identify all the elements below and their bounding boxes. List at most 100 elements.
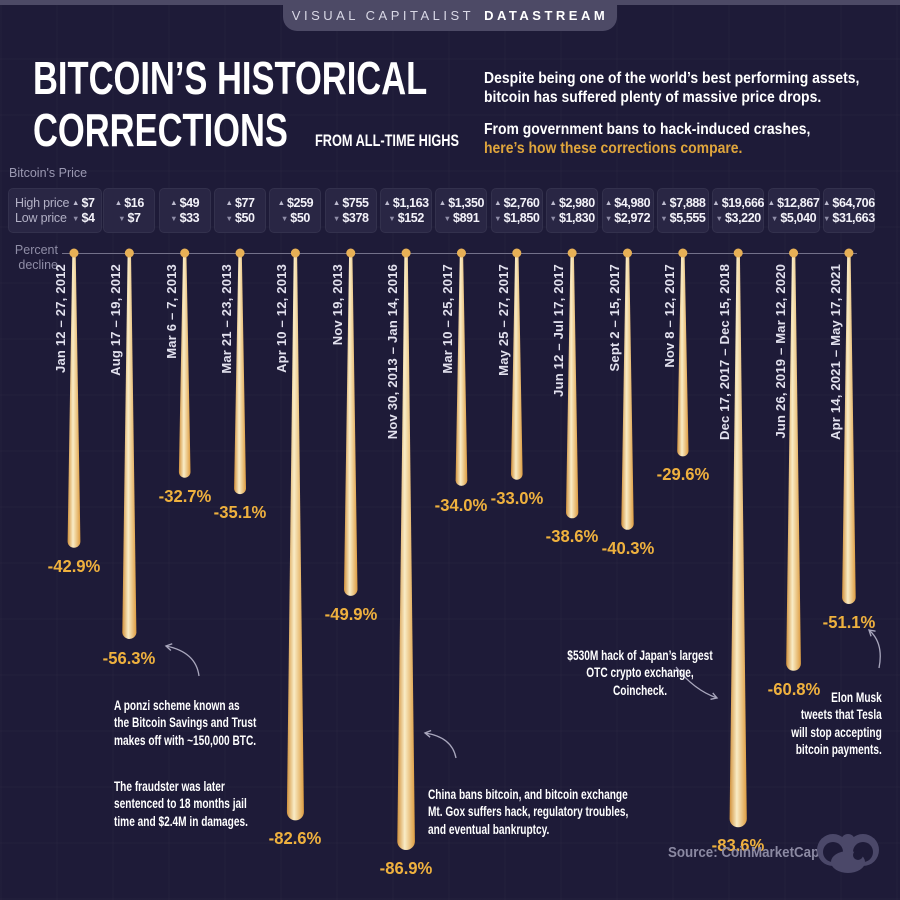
drip-bar xyxy=(842,253,856,605)
up-triangle-icon: ▲ xyxy=(332,198,341,207)
percent-label: -86.9% xyxy=(379,858,433,878)
date-label: Mar 10 – 25, 2017 xyxy=(440,264,456,374)
down-triangle-icon: ▼ xyxy=(170,213,178,223)
drip-dot xyxy=(623,248,632,258)
down-triangle-icon: ▼ xyxy=(822,213,831,223)
down-triangle-icon: ▼ xyxy=(443,213,452,223)
high-price-value: $259 xyxy=(287,195,314,210)
title-line1: BITCOIN’S HISTORICAL xyxy=(33,52,428,104)
drip-bar xyxy=(178,253,191,478)
percent-label: -33.0% xyxy=(490,487,544,508)
percent-label: -34.0% xyxy=(435,494,488,515)
high-price-value: $1,350 xyxy=(448,195,485,210)
price-box: High price ▲ $7 Low price ▼ $4 xyxy=(8,188,102,233)
percent-label: -60.8% xyxy=(767,678,820,699)
date-label: Sept 2 – 15, 2017 xyxy=(606,264,622,372)
price-box: ▲ $2,980 ▼ $1,830 xyxy=(546,188,599,233)
source-credit: Source: CoinMarketCap.com xyxy=(668,845,851,861)
drip-dot xyxy=(401,248,411,258)
annotation-ponzi: A ponzi scheme known as the Bitcoin Savi… xyxy=(114,679,256,848)
annotation-china-p1: China bans bitcoin, and bitcoin exchange… xyxy=(428,786,629,837)
drip-dot xyxy=(69,248,79,258)
price-box: ▲ $12,867 ▼ $5,040 xyxy=(767,188,820,233)
up-triangle-icon: ▲ xyxy=(277,198,285,207)
price-box: ▲ $7,888 ▼ $5,555 xyxy=(656,188,709,233)
price-box: ▲ $259 ▼ $50 xyxy=(269,188,322,233)
y-axis-label-line1: Percent xyxy=(14,243,58,257)
drip-bar xyxy=(786,253,801,671)
y-axis-label-line2: decline xyxy=(18,258,58,272)
low-price-value: $5,555 xyxy=(669,211,706,225)
annotation-arrow xyxy=(675,666,719,701)
low-price-value: $4 xyxy=(81,211,95,225)
drip-bar xyxy=(621,253,634,530)
down-triangle-icon: ▼ xyxy=(604,213,613,223)
date-label: Aug 17 – 19, 2012 xyxy=(108,264,124,376)
low-price-value: $1,830 xyxy=(558,211,595,225)
price-box: ▲ $4,980 ▼ $2,972 xyxy=(601,188,654,233)
drip-dot xyxy=(512,248,522,258)
down-triangle-icon: ▼ xyxy=(72,213,80,223)
percent-label: -82.6% xyxy=(269,828,322,849)
y-axis-label: Percent decline xyxy=(0,243,58,273)
down-triangle-icon: ▼ xyxy=(388,213,396,223)
product-name: DATASTREAM xyxy=(484,8,609,23)
percent-label: -32.7% xyxy=(158,485,212,506)
date-label: Jan 12 – 27, 2012 xyxy=(53,264,68,373)
high-price-value: $2,980 xyxy=(558,195,595,210)
low-price-value: $891 xyxy=(453,211,480,225)
high-price-label: High price xyxy=(15,195,70,210)
intro-line-2: bitcoin has suffered plenty of massive p… xyxy=(484,88,822,106)
low-price-value: $5,040 xyxy=(780,211,817,225)
intro-line-1: Despite being one of the world’s best pe… xyxy=(484,70,860,87)
high-price-value: $12,867 xyxy=(777,195,820,210)
up-triangle-icon: ▲ xyxy=(170,198,178,207)
high-price-value: $19,666 xyxy=(721,195,765,210)
down-triangle-icon: ▼ xyxy=(770,213,779,223)
annotation-china-mtgox: China bans bitcoin, and bitcoin exchange… xyxy=(428,768,628,856)
up-triangle-icon: ▲ xyxy=(438,198,447,207)
date-label: Nov 19, 2013 xyxy=(329,264,345,346)
up-triangle-icon: ▲ xyxy=(767,198,776,207)
up-triangle-icon: ▲ xyxy=(383,198,391,207)
percent-label: -51.1% xyxy=(822,612,876,633)
drip-bar xyxy=(397,253,415,850)
low-price-label: Low price xyxy=(15,211,67,225)
price-box: ▲ $77 ▼ $50 xyxy=(214,188,267,233)
low-price-value: $152 xyxy=(397,211,425,225)
drip-dot xyxy=(789,248,799,258)
page-title: BITCOIN’S HISTORICAL CORRECTIONS FROM AL… xyxy=(33,52,559,156)
annotation-elon-p1: Elon Musk tweets that Tesla will stop ac… xyxy=(791,689,882,758)
drip-bar xyxy=(286,253,304,821)
header-banner: VISUAL CAPITALIST DATASTREAM xyxy=(283,0,617,31)
date-label: Jun 26, 2019 – Mar 12, 2020 xyxy=(772,264,788,439)
up-triangle-icon: ▲ xyxy=(114,198,123,207)
low-price-value: $1,850 xyxy=(503,211,540,225)
price-box: ▲ $16 ▼ $7 xyxy=(103,188,156,233)
high-price-value: $16 xyxy=(124,195,144,210)
up-triangle-icon: ▲ xyxy=(660,198,668,207)
up-triangle-icon: ▲ xyxy=(822,198,831,207)
low-price-value: $378 xyxy=(342,211,369,225)
low-price-value: $7 xyxy=(127,211,142,225)
high-price-value: $2,760 xyxy=(503,195,540,210)
percent-label: -83.6% xyxy=(711,835,765,856)
date-label: Apr 14, 2021 – May 17, 2021 xyxy=(827,264,843,440)
high-price-value: $7 xyxy=(81,195,95,210)
brand-name: VISUAL CAPITALIST xyxy=(291,8,475,23)
title-subtitle: FROM ALL-TIME HIGHS xyxy=(314,130,459,150)
drip-dot xyxy=(346,248,356,258)
drip-dot xyxy=(180,248,190,258)
price-box: ▲ $1,350 ▼ $891 xyxy=(435,188,488,233)
drip-bar xyxy=(511,253,523,480)
annotation-arrow xyxy=(164,643,200,677)
date-label: Mar 6 – 7, 2013 xyxy=(163,264,179,359)
drip-bar xyxy=(566,253,579,519)
date-label: Mar 21 – 23, 2013 xyxy=(219,264,235,374)
percent-label: -42.9% xyxy=(47,555,101,576)
drip-dot xyxy=(844,248,854,258)
up-triangle-icon: ▲ xyxy=(72,198,80,207)
up-triangle-icon: ▲ xyxy=(225,198,233,207)
drip-bar xyxy=(234,253,246,495)
